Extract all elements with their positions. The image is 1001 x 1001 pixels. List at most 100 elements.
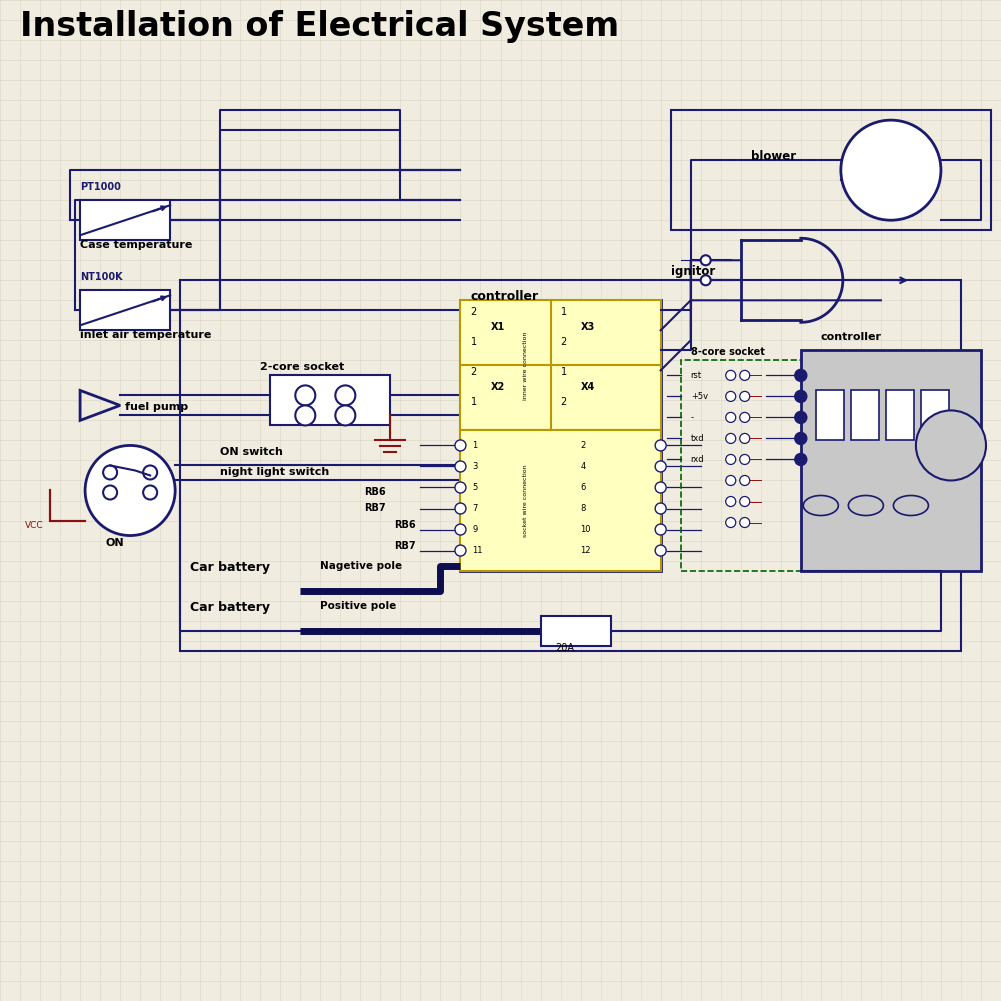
Bar <box>460 430 661 571</box>
Text: NT100K: NT100K <box>80 272 123 282</box>
Bar <box>80 200 170 240</box>
Text: 8: 8 <box>581 505 586 513</box>
Circle shape <box>335 405 355 425</box>
Circle shape <box>740 370 750 380</box>
Text: 4: 4 <box>581 462 586 470</box>
Text: X3: X3 <box>581 322 595 332</box>
Circle shape <box>795 453 807 465</box>
Text: 2: 2 <box>581 441 586 449</box>
Bar <box>460 300 661 571</box>
Circle shape <box>143 485 157 499</box>
Bar <box>460 300 661 430</box>
Text: inner wire connection: inner wire connection <box>524 331 528 399</box>
Circle shape <box>295 385 315 405</box>
Text: X4: X4 <box>581 382 595 392</box>
Ellipse shape <box>803 495 839 516</box>
Text: 1: 1 <box>561 307 567 317</box>
Text: fuel pump: fuel pump <box>125 402 188 412</box>
Circle shape <box>454 482 466 493</box>
Text: rxd: rxd <box>691 455 705 463</box>
Text: RB7: RB7 <box>363 503 385 513</box>
Text: RB7: RB7 <box>393 541 415 551</box>
Text: ON switch: ON switch <box>220 447 283 457</box>
Text: ignitor: ignitor <box>671 265 715 278</box>
Text: 8-core socket: 8-core socket <box>691 347 765 357</box>
Circle shape <box>740 433 750 443</box>
Circle shape <box>295 405 315 425</box>
Text: 1: 1 <box>470 337 476 347</box>
Text: 11: 11 <box>472 547 482 555</box>
Ellipse shape <box>893 495 929 516</box>
Circle shape <box>143 465 157 479</box>
Circle shape <box>454 503 466 515</box>
Circle shape <box>454 525 466 535</box>
Bar <box>801 350 981 571</box>
Text: VCC: VCC <box>25 521 44 530</box>
Circle shape <box>841 120 941 220</box>
Text: ON: ON <box>105 538 124 548</box>
Bar <box>886 390 914 440</box>
Text: +5v: +5v <box>691 392 708 400</box>
Circle shape <box>103 485 117 499</box>
Circle shape <box>740 475 750 485</box>
Bar <box>180 280 961 651</box>
Text: 2: 2 <box>470 307 476 317</box>
Circle shape <box>335 385 355 405</box>
Circle shape <box>740 391 750 401</box>
Circle shape <box>701 275 711 285</box>
Text: Installation of Electrical System: Installation of Electrical System <box>20 10 620 43</box>
Text: RB6: RB6 <box>363 487 385 497</box>
Text: blower: blower <box>751 150 796 163</box>
Bar <box>541 616 611 646</box>
Circle shape <box>655 460 667 472</box>
Bar <box>921 390 949 440</box>
Text: 7: 7 <box>472 505 477 513</box>
Text: PT1000: PT1000 <box>80 182 121 192</box>
Circle shape <box>655 525 667 535</box>
Text: socket wire connection: socket wire connection <box>524 464 528 537</box>
Bar <box>816 390 844 440</box>
Circle shape <box>103 465 117 479</box>
Bar <box>671 110 991 230</box>
Circle shape <box>454 460 466 472</box>
Text: inlet air temperature: inlet air temperature <box>80 330 211 340</box>
Circle shape <box>85 445 175 536</box>
Circle shape <box>726 433 736 443</box>
Text: 1: 1 <box>470 397 476 407</box>
Circle shape <box>655 545 667 557</box>
Text: 2: 2 <box>470 367 476 377</box>
Circle shape <box>740 454 750 464</box>
Text: 1: 1 <box>561 367 567 377</box>
Circle shape <box>655 440 667 450</box>
Text: 5: 5 <box>472 483 477 491</box>
Circle shape <box>655 503 667 515</box>
Circle shape <box>795 411 807 423</box>
Text: 12: 12 <box>581 547 591 555</box>
Bar <box>851 390 879 440</box>
Circle shape <box>740 518 750 528</box>
Text: 3: 3 <box>472 462 477 470</box>
Text: controller: controller <box>470 290 539 303</box>
Text: 20A: 20A <box>556 643 575 653</box>
Circle shape <box>726 370 736 380</box>
Text: night light switch: night light switch <box>220 467 329 477</box>
Text: Positive pole: Positive pole <box>320 601 396 611</box>
Text: 10: 10 <box>581 526 591 534</box>
Text: X1: X1 <box>490 322 505 332</box>
Circle shape <box>701 255 711 265</box>
Text: Car battery: Car battery <box>190 601 270 614</box>
Text: X2: X2 <box>490 382 505 392</box>
Circle shape <box>916 410 986 480</box>
Bar <box>681 360 841 571</box>
Text: txd: txd <box>691 434 705 442</box>
Circle shape <box>795 369 807 381</box>
Text: Car battery: Car battery <box>190 561 270 574</box>
Circle shape <box>726 496 736 507</box>
Text: 2-core socket: 2-core socket <box>260 362 344 372</box>
Circle shape <box>740 412 750 422</box>
Bar <box>80 290 170 330</box>
Circle shape <box>454 440 466 450</box>
Text: controller: controller <box>821 332 882 342</box>
Text: -: - <box>691 413 694 421</box>
Bar <box>270 375 390 425</box>
